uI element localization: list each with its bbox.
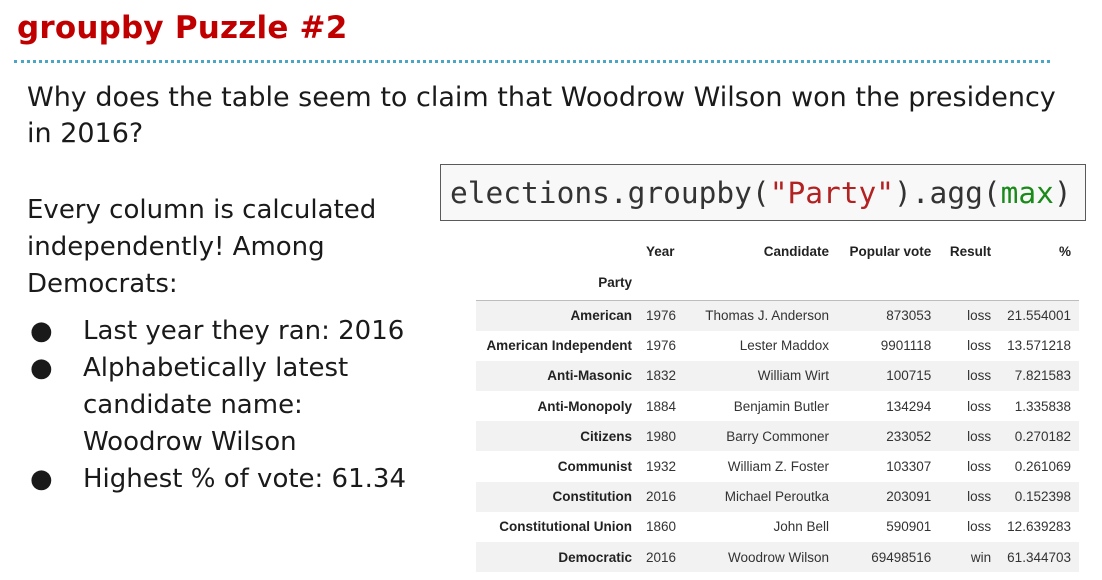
bullet-text: Alphabetically latest candidate name: Wo… [83,353,349,457]
bullet-icon: ● [30,316,53,346]
header-result: Result [949,243,992,259]
row-party: Democratic [558,549,632,565]
index-header-row: Party [476,264,1079,301]
cell-result: loss [967,368,992,384]
cell-candidate: Lester Maddox [739,338,830,354]
cell-year: 2016 [645,489,677,505]
table-row: Anti-Masonic 1832 William Wirt 100715 loss 7.… [476,360,1079,392]
cell-result: loss [967,519,992,535]
cell-candidate: Barry Commoner [726,428,830,444]
slide-title: groupby Puzzle #2 [17,10,348,46]
cell-candidate: Michael Peroutka [724,489,830,505]
cell-candidate: William Wirt [757,368,830,384]
cell-result: loss [967,428,992,444]
table-row: American 1976 Thomas J. Anderson 873053 loss… [476,300,1079,331]
cell-candidate: William Z. Foster [727,459,830,475]
table-row: Anti-Monopoly 1884 Benjamin Butler 134294 lo… [476,391,1079,421]
row-party: Citizens [580,428,632,444]
cell-candidate: Woodrow Wilson [727,549,830,565]
row-party: Anti-Monopoly [537,398,632,414]
bullet-list: ● Last year they ran: 2016 ● Alphabeticall… [30,313,430,498]
cell-percent: 61.344703 [1007,549,1071,565]
code-suffix: ) [1053,175,1072,210]
cell-percent: 12.639283 [1007,519,1071,535]
cell-year: 1884 [645,398,677,414]
table-row: Constitutional Union 1860 John Bell 590901 l… [476,512,1079,542]
bullet-item: ● Alphabetically latest candidate name: W… [30,350,430,461]
cell-popular-vote: 590901 [886,519,932,535]
index-name: Party [598,274,632,290]
cell-year: 1976 [645,338,677,354]
cell-year: 1860 [645,519,677,535]
cell-percent: 0.152398 [1014,489,1071,505]
code-function-name: max [1000,175,1054,210]
cell-popular-vote: 233052 [886,428,932,444]
row-party: Communist [557,459,632,475]
explanation-text: Every column is calculated independently… [27,195,377,299]
cell-popular-vote: 203091 [886,489,932,505]
header-candidate: Candidate [763,243,830,259]
cell-popular-vote: 69498516 [871,549,932,565]
table-row: Communist 1932 William Z. Foster 103307 loss… [476,451,1079,481]
cell-candidate: Thomas J. Anderson [705,308,830,324]
bullet-item: ● Highest % of vote: 61.34 [30,461,430,498]
cell-percent: 1.335838 [1014,398,1071,414]
cell-percent: 7.821583 [1014,368,1071,384]
cell-percent: 13.571218 [1007,338,1071,354]
dataframe-body: American 1976 Thomas J. Anderson 873053 loss… [476,300,1079,573]
code-middle: ).agg( [894,175,1001,210]
header-blank [476,238,638,264]
code-string-arg: "Party" [769,175,895,210]
header-year: Year [645,243,675,259]
cell-popular-vote: 100715 [886,368,932,384]
cell-result: loss [967,308,992,324]
row-party: Constitution [552,489,632,505]
code-snippet: elections.groupby("Party").agg(max) [440,164,1086,221]
cell-percent: 21.554001 [1007,308,1071,324]
table-row: American Independent 1976 Lester Maddox 990… [476,331,1079,361]
cell-year: 2016 [645,549,677,565]
bullet-icon: ● [30,353,53,383]
row-party: Constitutional Union [499,519,632,535]
cell-popular-vote: 873053 [886,308,932,324]
header-popular-vote: Popular vote [849,243,932,259]
cell-candidate: John Bell [773,519,830,535]
grouped-dataframe: Year Candidate Popular vote Result % Par… [476,238,1079,573]
row-party: Anti-Masonic [547,368,632,384]
header-percent: % [1058,243,1071,259]
cell-candidate: Benjamin Butler [733,398,830,414]
row-party: American [570,308,632,324]
table-row: Constitution 2016 Michael Peroutka 203091 lo… [476,481,1079,512]
table-row: Democratic 2016 Woodrow Wilson 69498516 win 6… [476,542,1079,573]
cell-year: 1932 [645,459,677,475]
cell-year: 1832 [645,368,677,384]
cell-year: 1980 [645,428,677,444]
cell-result: loss [967,459,992,475]
bullet-item: ● Last year they ran: 2016 [30,313,430,350]
cell-result: win [970,549,992,565]
bullet-icon: ● [30,464,53,494]
code-prefix: elections.groupby( [450,175,770,210]
cell-result: loss [967,338,992,354]
cell-percent: 0.261069 [1014,459,1071,475]
cell-result: loss [967,398,992,414]
cell-year: 1976 [645,308,677,324]
cell-percent: 0.270182 [1014,428,1071,444]
table-row: Citizens 1980 Barry Commoner 233052 loss 0.27… [476,421,1079,452]
cell-popular-vote: 103307 [886,459,932,475]
row-party: American Independent [486,338,632,354]
question-text: Why does the table seem to claim that Wo… [27,82,1056,149]
cell-popular-vote: 134294 [886,398,932,414]
bullet-text: Highest % of vote: 61.34 [83,464,406,494]
column-header-row: Year Candidate Popular vote Result % [476,238,1079,264]
title-divider [14,60,1050,63]
cell-popular-vote: 9901118 [880,338,932,354]
cell-result: loss [967,489,992,505]
dataframe-table: Year Candidate Popular vote Result % Par… [476,238,1079,573]
bullet-text: Last year they ran: 2016 [83,316,405,346]
